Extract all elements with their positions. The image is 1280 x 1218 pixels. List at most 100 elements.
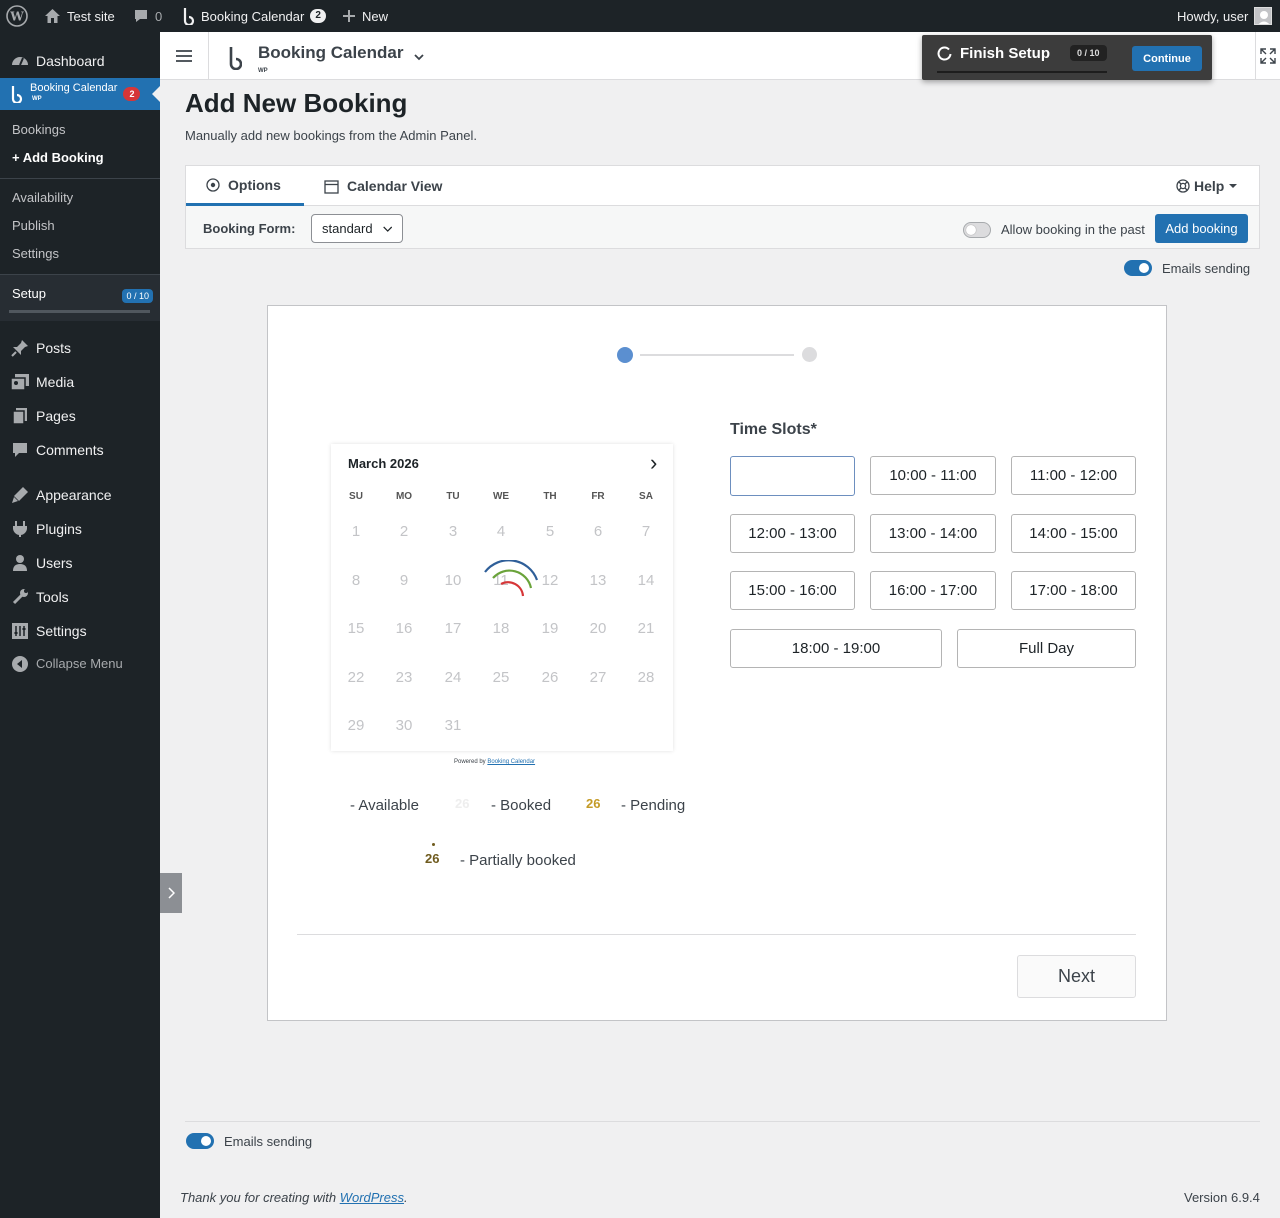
- calendar-day[interactable]: 29: [347, 717, 365, 734]
- calendar-day[interactable]: 12: [541, 572, 559, 589]
- calendar-day[interactable]: 25: [492, 669, 510, 686]
- wordpress-logo-icon[interactable]: W: [6, 0, 28, 32]
- wordpress-link[interactable]: WordPress: [339, 1190, 404, 1205]
- time-slot[interactable]: 13:00 - 14:00: [870, 514, 996, 553]
- booking-count-badge: 2: [310, 9, 326, 23]
- sidebar-item-label: Settings: [36, 623, 87, 639]
- time-slot[interactable]: 15:00 - 16:00: [730, 571, 855, 610]
- submenu-settings[interactable]: Settings: [12, 246, 59, 261]
- time-slot-placeholder[interactable]: [730, 456, 855, 496]
- fullscreen-button[interactable]: [1255, 32, 1280, 80]
- sidebar-item-appearance[interactable]: Appearance: [0, 478, 160, 512]
- time-slot[interactable]: 17:00 - 18:00: [1011, 571, 1136, 610]
- calendar-day[interactable]: 16: [395, 620, 413, 637]
- tab-calendar-view[interactable]: Calendar View: [304, 166, 462, 206]
- powered-by-link[interactable]: Booking Calendar: [487, 759, 536, 765]
- add-booking-button[interactable]: Add booking: [1155, 214, 1248, 243]
- new-content-link[interactable]: New: [342, 0, 388, 32]
- weekday-header: SU: [349, 491, 363, 502]
- legend-pending: - Pending: [621, 797, 686, 814]
- calendar-day[interactable]: 2: [399, 523, 409, 540]
- calendar-day[interactable]: 10: [444, 572, 462, 589]
- finish-setup-count: 0 / 10: [1070, 45, 1107, 61]
- calendar-day[interactable]: 4: [496, 523, 506, 540]
- account-menu[interactable]: Howdy, user: [1177, 0, 1273, 32]
- time-slot[interactable]: 11:00 - 12:00: [1011, 456, 1136, 495]
- calendar-day[interactable]: 26: [541, 669, 559, 686]
- calendar-day[interactable]: 3: [448, 523, 458, 540]
- calendar-day[interactable]: 22: [347, 669, 365, 686]
- comments-link[interactable]: 0: [133, 0, 162, 32]
- hamburger-menu-button[interactable]: [160, 32, 209, 80]
- emails-sending-toggle[interactable]: [1124, 260, 1152, 276]
- sidebar-item-settings[interactable]: Settings: [0, 614, 160, 648]
- pending-count-badge: 2: [123, 87, 141, 101]
- expand-panel-handle[interactable]: [160, 873, 182, 913]
- calendar-day[interactable]: 28: [637, 669, 655, 686]
- emails-sending-toggle-bottom[interactable]: [186, 1133, 214, 1149]
- sidebar-item-dashboard[interactable]: Dashboard: [0, 44, 160, 78]
- calendar-day[interactable]: 20: [589, 620, 607, 637]
- calendar-day[interactable]: 5: [545, 523, 555, 540]
- sidebar-item-posts[interactable]: Posts: [0, 331, 160, 365]
- calendar-day[interactable]: 15: [347, 620, 365, 637]
- allow-past-toggle[interactable]: [963, 222, 991, 238]
- calendar-day[interactable]: 24: [444, 669, 462, 686]
- next-month-button[interactable]: ›: [650, 450, 658, 475]
- calendar-day[interactable]: 31: [444, 717, 462, 734]
- tab-options[interactable]: Options: [186, 166, 304, 206]
- calendar-day[interactable]: 1: [351, 523, 361, 540]
- step-1-indicator: [617, 347, 633, 363]
- calendar-day[interactable]: 30: [395, 717, 413, 734]
- calendar-day[interactable]: 14: [637, 572, 655, 589]
- comment-bubble-icon: [135, 10, 147, 22]
- calendar-day[interactable]: 27: [589, 669, 607, 686]
- users-icon: [0, 554, 36, 572]
- fullscreen-icon: [1260, 48, 1276, 64]
- sidebar-item-pages[interactable]: Pages: [0, 399, 160, 433]
- submenu-publish[interactable]: Publish: [12, 218, 55, 233]
- sidebar-item-comments[interactable]: Comments: [0, 433, 160, 467]
- setup-label: Setup: [12, 286, 46, 301]
- calendar-day[interactable]: 8: [351, 572, 361, 589]
- sidebar-item-plugins[interactable]: Plugins: [0, 512, 160, 546]
- sidebar-item-label: Users: [36, 555, 73, 571]
- sidebar-item-users[interactable]: Users: [0, 546, 160, 580]
- time-slot[interactable]: 18:00 - 19:00: [730, 629, 942, 668]
- time-slot-full-day[interactable]: Full Day: [957, 629, 1136, 668]
- plus-icon: [343, 10, 355, 22]
- submenu-availability[interactable]: Availability: [12, 190, 74, 205]
- calendar-day[interactable]: 21: [637, 620, 655, 637]
- next-button[interactable]: Next: [1017, 955, 1136, 998]
- collapse-menu-button[interactable]: Collapse Menu: [0, 647, 160, 681]
- time-slot[interactable]: 16:00 - 17:00: [870, 571, 996, 610]
- admin-sidebar: Dashboard Booking Calendar WP 2 Bookings…: [0, 32, 160, 1218]
- booking-calendar-link[interactable]: Booking Calendar 2: [181, 0, 326, 32]
- calendar-day[interactable]: 17: [444, 620, 462, 637]
- booking-form-select[interactable]: standard: [311, 214, 403, 243]
- calendar-day[interactable]: 19: [541, 620, 559, 637]
- calendar-day[interactable]: 6: [593, 523, 603, 540]
- help-menu-button[interactable]: Help: [1156, 166, 1258, 206]
- submenu-add-booking[interactable]: + Add Booking: [12, 150, 104, 165]
- calendar-day[interactable]: 9: [399, 572, 409, 589]
- calendar-day[interactable]: 18: [492, 620, 510, 637]
- time-slot[interactable]: 14:00 - 15:00: [1011, 514, 1136, 553]
- sidebar-item-tools[interactable]: Tools: [0, 580, 160, 614]
- calendar-day[interactable]: 11: [493, 572, 509, 589]
- calendar-day[interactable]: 7: [641, 523, 651, 540]
- site-link[interactable]: Test site: [44, 0, 115, 32]
- sidebar-item-label: Dashboard: [36, 53, 105, 69]
- sidebar-item-media[interactable]: Media: [0, 365, 160, 399]
- dashboard-icon: [0, 51, 36, 71]
- continue-button[interactable]: Continue: [1132, 46, 1202, 71]
- setup-item[interactable]: Setup 0 / 10: [0, 275, 160, 321]
- wp-version: Version 6.9.4: [1184, 1190, 1260, 1205]
- calendar-day[interactable]: 23: [395, 669, 413, 686]
- time-slot[interactable]: 10:00 - 11:00: [870, 456, 996, 495]
- plugin-switcher[interactable]: Booking Calendar WP: [258, 44, 425, 79]
- submenu-bookings[interactable]: Bookings: [12, 122, 66, 137]
- time-slot[interactable]: 12:00 - 13:00: [730, 514, 855, 553]
- calendar-day[interactable]: 13: [589, 572, 607, 589]
- sidebar-item-booking-calendar[interactable]: Booking Calendar WP 2: [0, 78, 160, 110]
